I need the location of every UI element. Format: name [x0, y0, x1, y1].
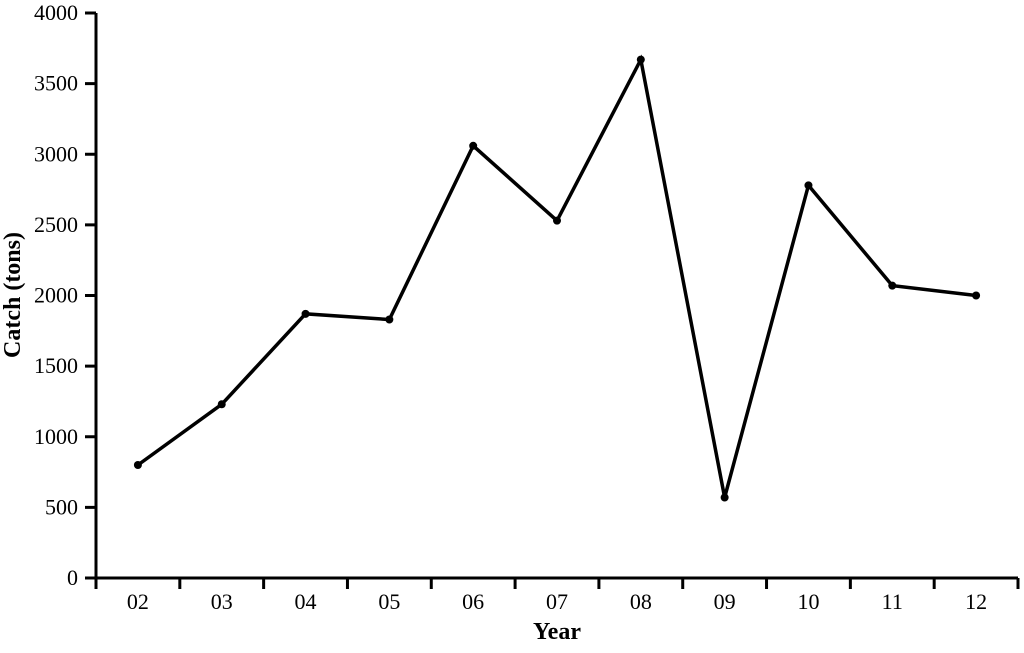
x-tick-label: 04	[295, 589, 317, 614]
y-axis-title: Catch (tons)	[0, 232, 26, 358]
y-tick-label: 0	[67, 565, 78, 590]
axis-lines	[94, 13, 1018, 580]
x-tick-label: 10	[797, 589, 819, 614]
x-axis-title: Year	[533, 619, 581, 645]
y-tick-label: 500	[45, 494, 78, 519]
data-point-marker	[720, 493, 729, 502]
y-tick-label: 1500	[34, 353, 78, 378]
data-point-marker	[804, 181, 813, 190]
data-point-marker	[469, 141, 478, 150]
y-axis-ticks: 0 500 1000 1500 2000 2500 3000 3500 4000	[34, 0, 96, 590]
y-tick-label: 2000	[34, 283, 78, 308]
data-point-marker	[301, 309, 310, 318]
x-tick-label: 11	[882, 589, 903, 614]
x-tick-label: 08	[630, 589, 652, 614]
data-point-marker	[972, 291, 981, 300]
y-tick-label: 1000	[34, 424, 78, 449]
data-point-marker	[888, 281, 897, 290]
x-tick-label: 07	[546, 589, 568, 614]
data-point-marker	[133, 461, 142, 469]
x-tick-label: 03	[211, 589, 233, 614]
y-tick-label: 4000	[34, 0, 78, 25]
x-tick-label: 06	[462, 589, 484, 614]
data-point-marker	[385, 315, 394, 324]
x-axis-ticks: 02 03 04 05 06 07 08 09 10 11 12	[94, 578, 1020, 614]
x-tick-label: 02	[127, 589, 149, 614]
data-point-marker	[217, 400, 226, 409]
series-catch	[133, 54, 981, 502]
data-point-marker	[553, 216, 561, 225]
y-tick-label: 3000	[34, 141, 78, 166]
x-tick-label: 05	[378, 589, 400, 614]
y-tick-label: 2500	[34, 212, 78, 237]
y-tick-label: 3500	[34, 71, 78, 96]
series-line	[136, 54, 977, 498]
x-tick-label: 12	[965, 589, 987, 614]
x-tick-label: 09	[714, 589, 736, 614]
data-point-marker	[636, 55, 645, 64]
